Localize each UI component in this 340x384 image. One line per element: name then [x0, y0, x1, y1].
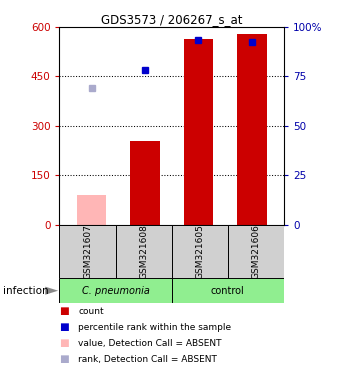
Text: percentile rank within the sample: percentile rank within the sample [78, 323, 231, 332]
Text: count: count [78, 306, 104, 316]
Text: value, Detection Call = ABSENT: value, Detection Call = ABSENT [78, 339, 222, 348]
Text: GSM321605: GSM321605 [195, 224, 204, 279]
Text: ■: ■ [59, 354, 69, 364]
Bar [59, 225, 116, 278]
Bar [77, 195, 106, 225]
Text: infection: infection [3, 286, 49, 296]
Text: rank, Detection Call = ABSENT: rank, Detection Call = ABSENT [78, 355, 217, 364]
Text: GSM321607: GSM321607 [83, 224, 92, 279]
Bar [228, 225, 284, 278]
Text: ■: ■ [59, 306, 69, 316]
Bar [116, 225, 172, 278]
Text: GSM321606: GSM321606 [251, 224, 260, 279]
Text: control: control [211, 286, 245, 296]
Bar [172, 278, 284, 303]
Bar [59, 278, 172, 303]
Polygon shape [45, 286, 58, 295]
Text: C. pneumonia: C. pneumonia [82, 286, 150, 296]
Bar [172, 225, 228, 278]
Text: GSM321608: GSM321608 [139, 224, 148, 279]
Text: ■: ■ [59, 322, 69, 332]
Bar [237, 34, 267, 225]
Bar [130, 141, 160, 225]
Bar [184, 40, 213, 225]
Text: ■: ■ [59, 338, 69, 348]
Title: GDS3573 / 206267_s_at: GDS3573 / 206267_s_at [101, 13, 242, 26]
